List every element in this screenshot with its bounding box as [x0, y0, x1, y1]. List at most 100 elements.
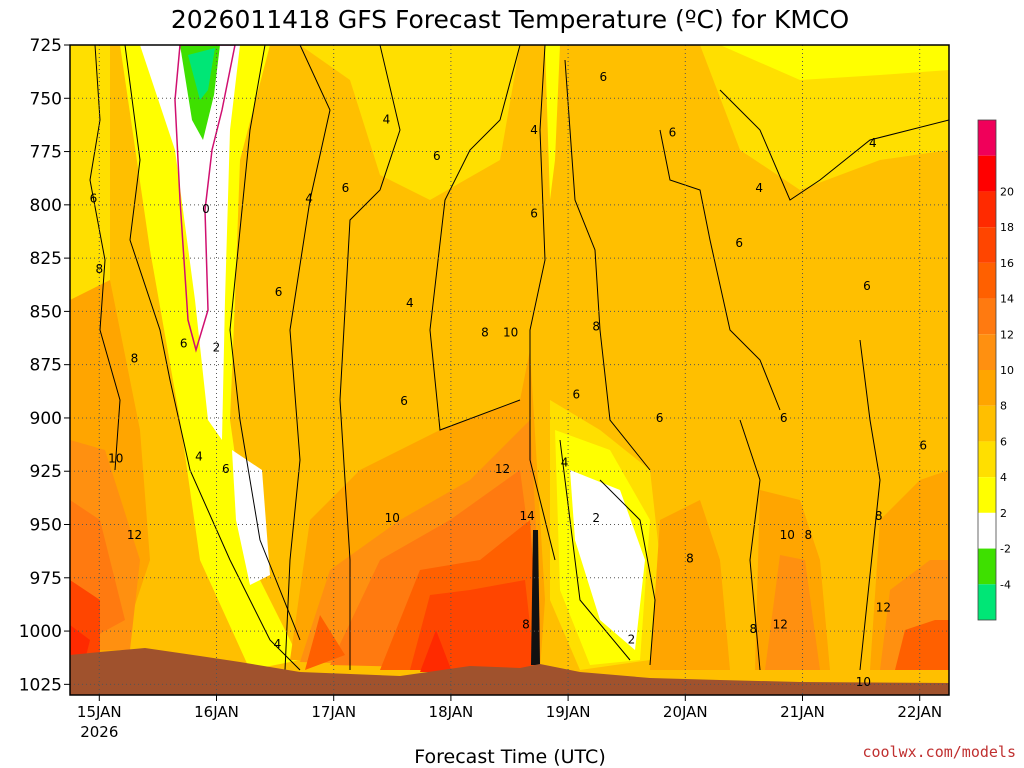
colorbar-swatch — [978, 334, 996, 370]
colorbar-swatch — [978, 477, 996, 513]
contour-label: 8 — [686, 552, 694, 566]
plot-area — [70, 45, 949, 695]
x-tick-label: 22JAN — [897, 703, 942, 721]
contour-label: 12 — [773, 618, 788, 632]
y-tick-label: 775 — [30, 143, 62, 163]
plot-frame — [69, 44, 950, 696]
contour-label: 6 — [433, 149, 441, 163]
colorbar-label: -4 — [1000, 578, 1011, 591]
contour-label: 8 — [592, 319, 600, 333]
colorbar-swatch — [978, 120, 996, 156]
contour-label: 8 — [481, 326, 489, 340]
colorbar-swatch — [978, 370, 996, 406]
contour-label: 8 — [805, 528, 813, 542]
contour-label: 4 — [561, 456, 569, 470]
colorbar-swatch — [978, 298, 996, 335]
contour-label: 6 — [222, 462, 230, 476]
colorbar-swatch — [978, 155, 996, 192]
field-region — [300, 45, 520, 200]
x-tick-label: 17JAN — [311, 703, 356, 721]
x-tick-label: 18JAN — [429, 703, 474, 721]
x-tick-label: 16JAN — [194, 703, 239, 721]
contour-label: 6 — [780, 411, 788, 425]
contour-label: 0 — [202, 202, 210, 216]
y-tick-label: 875 — [30, 356, 62, 376]
colorbar-swatch — [978, 405, 996, 442]
y-tick-label: 950 — [30, 516, 62, 536]
field-region — [174, 45, 236, 353]
field-region — [570, 470, 645, 650]
field-region — [305, 615, 345, 670]
x-axis: 15JAN 2026 16JAN 17JAN 18JAN 19JAN 20JAN 21JAN 2… — [77, 695, 942, 741]
contour-label: 4 — [383, 113, 391, 127]
contour-label: 4 — [305, 191, 313, 205]
colorbar: 20 18 16 14 12 10 8 6 4 2 -2 -4 — [977, 119, 1014, 621]
contour-label: 8 — [522, 618, 530, 632]
contour-label: 4 — [195, 449, 203, 463]
contour-label: 10 — [503, 326, 518, 340]
colorbar-label: 4 — [1000, 471, 1007, 484]
y-tick-label: 975 — [30, 569, 62, 589]
colorbar-frame — [977, 119, 997, 621]
y-tick-label: 900 — [30, 409, 62, 429]
contour-label: 6 — [530, 206, 538, 220]
contour-label: 6 — [275, 285, 283, 299]
contour-label: 6 — [180, 336, 188, 350]
contour-label: 6 — [599, 70, 607, 84]
contour-label: 6 — [919, 439, 927, 453]
contour-label: 2 — [628, 633, 636, 647]
field-region — [765, 555, 820, 670]
contour-label: 12 — [495, 462, 510, 476]
x-tick-label: 20JAN — [663, 703, 708, 721]
x-tick-label: 21JAN — [780, 703, 825, 721]
contour-lines — [89, 45, 949, 671]
contour-label: 6 — [90, 191, 98, 205]
field-region — [545, 45, 560, 200]
colorbar-label: 2 — [1000, 507, 1007, 520]
x-axis-title: Forecast Time (UTC) — [414, 746, 605, 768]
contour-label: 6 — [400, 394, 408, 408]
contour-label: 2 — [592, 511, 600, 525]
contour-label: 14 — [519, 509, 534, 523]
x-tick-label: 19JAN — [546, 703, 591, 721]
y-tick-label: 1025 — [19, 675, 62, 695]
colorbar-label: 14 — [1000, 293, 1014, 306]
y-tick-label: 800 — [30, 196, 62, 216]
contour-label: 8 — [131, 351, 139, 365]
colorbar-label: 8 — [1000, 400, 1007, 413]
colorbar-swatch — [978, 441, 996, 478]
colorbar-label: 12 — [1000, 328, 1014, 341]
contour-label: 4 — [530, 123, 538, 137]
field-region — [140, 45, 240, 440]
contour-label: 10 — [108, 451, 123, 465]
field-region — [531, 530, 540, 665]
colorbar-label: 18 — [1000, 221, 1014, 234]
colorbar-swatch — [978, 227, 996, 263]
contour-label: 4 — [406, 296, 414, 310]
y-tick-label: 850 — [30, 302, 62, 322]
field-region — [232, 450, 270, 585]
contour-label: 6 — [863, 279, 871, 293]
colorbar-label: 6 — [1000, 435, 1007, 448]
credit-text: coolwx.com/models — [862, 743, 1016, 761]
y-tick-label: 750 — [30, 89, 62, 109]
y-tick-label: 1000 — [19, 622, 62, 642]
contour-label: 4 — [755, 181, 763, 195]
field-region — [895, 620, 949, 670]
colorbar-swatch — [978, 191, 996, 228]
field-region — [188, 48, 215, 100]
contour-labels: 6 4 4 6 6 4 4 6 0 4 6 6 6 8 6 4 6 8 10 8 6 2 8 6 6 6 6 6 10 4 4 12 6 10 14… — [90, 70, 927, 689]
contour-label: 6 — [669, 125, 677, 139]
contour-label: 8 — [875, 509, 883, 523]
y-tick-label: 925 — [30, 462, 62, 482]
terrain — [70, 648, 949, 695]
field-region — [420, 630, 452, 672]
colorbar-swatch — [978, 548, 996, 585]
x-tick-label: 15JAN — [77, 703, 122, 721]
field-region — [700, 45, 949, 190]
colorbar-swatch — [978, 512, 996, 549]
contour-label: 10 — [856, 675, 871, 689]
contour-label: 8 — [95, 262, 103, 276]
contour-label: 6 — [656, 411, 664, 425]
